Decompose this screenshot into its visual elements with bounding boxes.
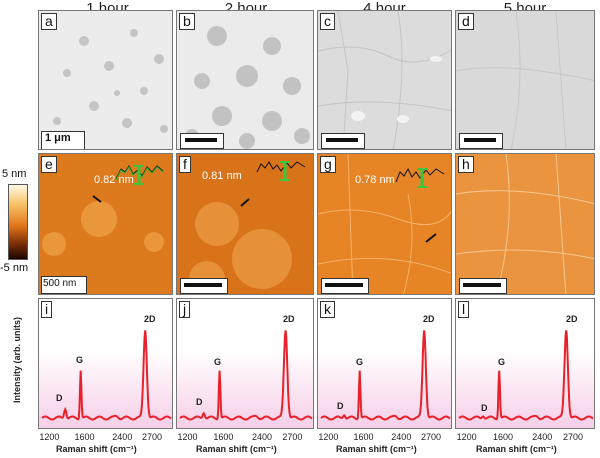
panel-letter-f: f	[179, 156, 191, 173]
afm-height-label-e: 0.82 nm	[94, 174, 134, 186]
peak-label-g-k: G	[356, 357, 364, 367]
panel-letter-l: l	[458, 301, 470, 318]
sem-image-d	[456, 11, 594, 149]
scale-bar-f	[184, 283, 222, 287]
raman-tick-label: 2700	[142, 432, 163, 442]
afm-panel-e: e 0.82 nm 500 nm	[38, 153, 173, 295]
raman-curve-j	[179, 330, 313, 421]
sem-image-c	[318, 11, 451, 149]
afm-panel-f: f 0.81 nm	[176, 153, 314, 295]
raman-tick-label: 2700	[563, 432, 584, 442]
scale-bar-h	[463, 283, 501, 287]
scale-bar-g	[325, 283, 363, 287]
raman-tick-label: 2400	[112, 432, 133, 442]
raman-tick-label: 1200	[318, 432, 339, 442]
scale-bar-d	[464, 138, 496, 142]
raman-tick-label: 1200	[39, 432, 60, 442]
peak-label-d-j: D	[196, 397, 203, 407]
panel-letter-c: c	[320, 13, 335, 30]
raman-spectrum-i	[41, 330, 172, 421]
colorbar-bottom-label: -5 nm	[0, 262, 29, 274]
scale-label-e: 500 nm	[43, 278, 77, 289]
afm-image-g	[318, 154, 451, 294]
peak-label-d-k: D	[337, 401, 344, 411]
peak-label-g-i: G	[76, 355, 84, 365]
peak-label-g-l: G	[498, 357, 506, 367]
afm-height-label-f: 0.81 nm	[202, 170, 242, 182]
peak-label-2d-i: 2D	[144, 314, 156, 324]
raman-tick-label: 2400	[391, 432, 412, 442]
sem-image-a	[39, 11, 172, 149]
peak-label-g-j: G	[214, 357, 222, 367]
peak-label-2d-l: 2D	[566, 314, 578, 324]
raman-xlabel-1: Raman shift (cm⁻¹)	[56, 444, 137, 454]
raman-tick-label: 1600	[213, 432, 234, 442]
afm-panel-h: h	[455, 153, 595, 295]
scale-bar-c	[326, 138, 358, 142]
raman-tick-label: 1600	[74, 432, 95, 442]
peak-label-d-l: D	[481, 403, 488, 413]
afm-image-f	[177, 154, 313, 294]
raman-tick-label: 2700	[282, 432, 303, 442]
panel-letter-j: j	[179, 301, 191, 318]
raman-tick-label: 1600	[353, 432, 374, 442]
raman-curve-l	[458, 330, 594, 421]
raman-panel-l: l D G 2D	[455, 298, 595, 429]
raman-spectrum-j	[179, 330, 313, 421]
peak-label-2d-j: 2D	[283, 314, 295, 324]
raman-xlabel-3: Raman shift (cm⁻¹)	[336, 444, 417, 454]
raman-xlabel-4: Raman shift (cm⁻¹)	[476, 444, 557, 454]
raman-panel-k: k D G 2D	[317, 298, 452, 429]
colorbar-top-label: 5 nm	[2, 168, 27, 180]
afm-image-h	[456, 154, 594, 294]
afm-height-label-g: 0.78 nm	[355, 174, 395, 186]
raman-tick-label: 2400	[252, 432, 273, 442]
scale-box-a	[41, 131, 85, 149]
scale-box-e	[41, 276, 87, 294]
raman-ylabel: Intensity (arb. units)	[12, 317, 22, 404]
panel-letter-e: e	[41, 156, 57, 173]
panel-letter-h: h	[458, 156, 474, 173]
raman-spectrum-l	[458, 330, 594, 421]
sem-panel-b: b	[176, 10, 314, 150]
raman-panel-j: j D G 2D	[176, 298, 314, 429]
peak-label-2d-k: 2D	[423, 314, 435, 324]
colorbar	[8, 184, 28, 260]
sem-panel-d: d	[455, 10, 595, 150]
panel-letter-g: g	[320, 156, 336, 173]
panel-letter-b: b	[179, 13, 195, 30]
raman-panel-i: i D G 2D	[38, 298, 173, 429]
raman-curve-i	[41, 330, 172, 421]
panel-letter-a: a	[41, 13, 57, 30]
afm-image-e	[39, 154, 172, 294]
sem-panel-a: a 1 μm	[38, 10, 173, 150]
raman-tick-label: 2400	[532, 432, 553, 442]
sem-image-b	[177, 11, 313, 149]
raman-tick-label: 1600	[493, 432, 514, 442]
scale-bar-b	[185, 138, 217, 142]
scale-label-a: 1 μm	[45, 132, 71, 144]
sem-panel-c: c	[317, 10, 452, 150]
afm-panel-g: g 0.78 nm	[317, 153, 452, 295]
raman-tick-label: 2700	[421, 432, 442, 442]
peak-label-d-i: D	[56, 393, 63, 403]
raman-curve-k	[320, 330, 451, 421]
panel-letter-k: k	[320, 301, 335, 318]
raman-tick-label: 1200	[456, 432, 477, 442]
raman-xlabel-2: Raman shift (cm⁻¹)	[196, 444, 277, 454]
raman-spectrum-k	[320, 330, 451, 421]
panel-letter-i: i	[41, 301, 53, 318]
panel-letter-d: d	[458, 13, 474, 30]
raman-tick-label: 1200	[177, 432, 198, 442]
